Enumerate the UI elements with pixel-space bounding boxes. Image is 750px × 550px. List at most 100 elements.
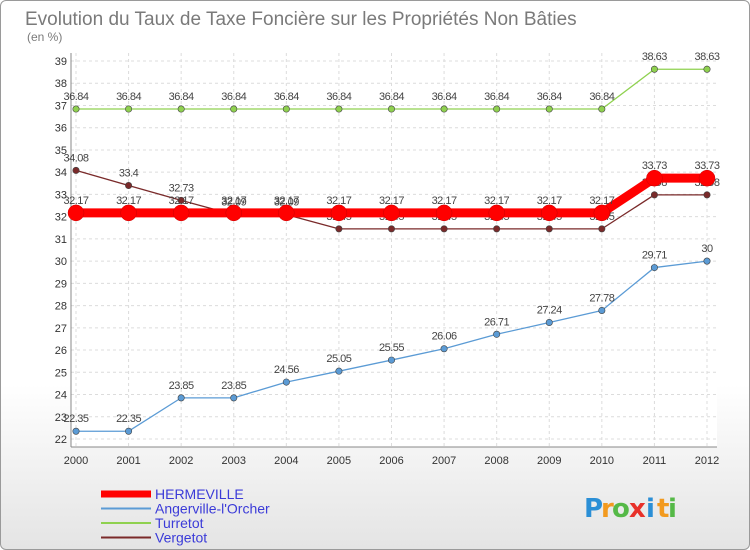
legend-label: Angerville-l'Orcher (155, 501, 270, 517)
y-tick-label: 27 (55, 323, 67, 335)
y-tick-label: 24 (55, 390, 67, 402)
data-label: 32.09 (274, 197, 299, 209)
x-tick-label: 2001 (116, 455, 140, 467)
data-label: 36.84 (379, 91, 404, 103)
data-point (650, 264, 658, 272)
data-point (593, 204, 611, 222)
data-label: 36.84 (326, 91, 351, 103)
data-label: 27.78 (589, 292, 614, 304)
data-label: 25.05 (326, 353, 351, 365)
data-point (650, 65, 658, 73)
data-point (493, 105, 501, 113)
x-tick-label: 2011 (643, 455, 667, 467)
data-label: 26.71 (484, 316, 509, 328)
data-label: 25.55 (379, 342, 404, 354)
y-tick-label: 25 (55, 367, 67, 379)
chart-subtitle: (en %) (27, 30, 62, 44)
data-label: 27.24 (537, 304, 562, 316)
data-label: 32.73 (169, 182, 194, 194)
data-point (541, 204, 558, 222)
data-point (440, 345, 448, 353)
data-label: 22.35 (63, 413, 88, 425)
y-tick-label: 26 (55, 345, 67, 357)
data-point (650, 191, 658, 199)
data-label: 32.17 (379, 195, 404, 207)
data-point (545, 318, 553, 326)
legend-item: Turretot (101, 515, 204, 531)
data-point (125, 105, 133, 113)
data-label: 36.84 (537, 91, 562, 103)
data-point (278, 204, 295, 222)
x-tick-label: 2003 (222, 455, 246, 467)
data-point (440, 105, 448, 113)
data-label: 36.84 (63, 91, 88, 103)
data-point (703, 65, 711, 73)
data-point (488, 204, 505, 222)
y-tick-label: 39 (55, 56, 67, 68)
data-label: 32.17 (169, 195, 194, 207)
y-tick-label: 34 (55, 167, 67, 179)
data-point (698, 169, 716, 187)
x-tick-label: 2008 (484, 455, 508, 467)
legend-label: HERMEVILLE (155, 486, 244, 502)
data-label: 32.09 (221, 197, 246, 209)
data-point (172, 204, 190, 222)
data-point (72, 427, 80, 435)
grid (71, 53, 717, 447)
data-point (177, 105, 185, 113)
y-tick-label: 38 (55, 78, 67, 90)
data-point (598, 105, 606, 113)
data-point (387, 225, 395, 233)
legend-label: Turretot (155, 515, 204, 531)
data-point (440, 225, 448, 233)
y-tick-label: 28 (55, 301, 67, 313)
data-label: 36.84 (484, 91, 509, 103)
x-tick-label: 2002 (169, 455, 193, 467)
x-tick-label: 2010 (590, 455, 614, 467)
data-label: 36.84 (274, 91, 299, 103)
data-label: 32.17 (63, 195, 88, 207)
y-tick-label: 37 (55, 100, 67, 112)
x-tick-label: 2004 (274, 455, 298, 467)
data-label: 32.17 (274, 195, 299, 207)
legend-item: HERMEVILLE (101, 486, 244, 502)
data-point (335, 367, 343, 375)
data-label: 36.84 (116, 91, 141, 103)
data-point (230, 105, 238, 113)
data-label: 33.73 (642, 160, 667, 172)
data-label: 23.85 (221, 380, 246, 392)
data-point (67, 204, 85, 222)
data-label: 32.17 (432, 195, 457, 207)
data-point (493, 330, 501, 338)
data-label: 29.71 (642, 250, 667, 262)
series-angerville-l-orcher: 22.35 22.35 23.85 23.85 24.56 25.05 25.55 26.06… (63, 243, 713, 435)
plot-area (71, 53, 717, 447)
logo-letter: x (629, 494, 646, 524)
logo-letter: P (584, 494, 603, 524)
data-label: 32.17 (537, 195, 562, 207)
data-label: 33.4 (119, 168, 139, 180)
x-tick-label: 2006 (379, 455, 403, 467)
data-point (282, 378, 290, 386)
data-point (598, 306, 606, 314)
data-label: 34.08 (63, 152, 88, 164)
legend-item: Angerville-l'Orcher (101, 501, 270, 517)
data-point (646, 169, 663, 187)
y-tick-label: 36 (55, 123, 67, 135)
y-tick-label: 30 (55, 256, 67, 268)
data-point (383, 204, 400, 222)
y-tick-label: 31 (55, 234, 67, 246)
x-tick-label: 2000 (64, 455, 88, 467)
data-label: 23.85 (169, 380, 194, 392)
logo-letter: i (646, 494, 655, 524)
x-tick-label: 2009 (537, 455, 561, 467)
data-point (282, 105, 290, 113)
data-label: 22.35 (116, 413, 141, 425)
data-point (177, 196, 185, 204)
data-point (545, 225, 553, 233)
data-point (335, 105, 343, 113)
logo-letter: t (657, 494, 669, 524)
data-point (703, 257, 711, 265)
data-label: 24.56 (274, 364, 299, 376)
